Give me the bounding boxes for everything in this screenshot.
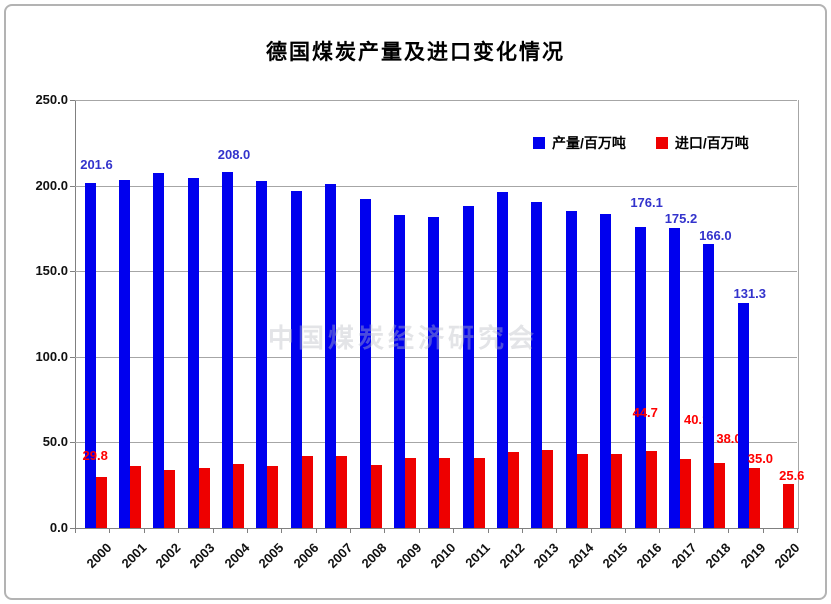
y-axis-label: 150.0 bbox=[35, 263, 68, 279]
x-axis-tick bbox=[453, 528, 455, 533]
bar-production-2008 bbox=[359, 199, 371, 528]
bar-production-2001 bbox=[118, 180, 130, 528]
legend-item-imports: 进口/百万吨 bbox=[655, 133, 749, 153]
x-axis-tick bbox=[556, 528, 558, 533]
data-label-production-2017: 175.2 bbox=[664, 211, 698, 227]
data-label-imports-2000: 29.8 bbox=[82, 447, 108, 463]
y-axis-tick bbox=[70, 442, 75, 444]
bar-imports-2013 bbox=[542, 450, 554, 528]
bar-production-2009 bbox=[393, 214, 405, 528]
bar-imports-2005 bbox=[267, 465, 279, 528]
y-axis-label: 250.0 bbox=[35, 92, 68, 107]
bar-production-2016 bbox=[634, 226, 646, 528]
bar-imports-2000 bbox=[95, 476, 107, 528]
data-label-production-2004: 208.0 bbox=[217, 146, 251, 162]
data-label-imports-2016: 44.7 bbox=[632, 405, 658, 421]
x-axis-tick bbox=[75, 528, 76, 533]
x-axis-tick bbox=[315, 528, 317, 533]
legend-item-production: 产量/百万吨 bbox=[533, 133, 626, 153]
y-axis-label: 50.0 bbox=[42, 434, 68, 450]
bar-production-2018 bbox=[703, 243, 715, 528]
bar-production-2006 bbox=[290, 190, 302, 528]
chart-title: 德国煤炭产量及进口变化情况 bbox=[266, 39, 565, 64]
y-axis-tick bbox=[70, 185, 75, 187]
x-axis-tick bbox=[728, 528, 730, 533]
bar-imports-2009 bbox=[404, 457, 416, 528]
x-axis-tick bbox=[384, 528, 386, 533]
bar-imports-2016 bbox=[645, 451, 657, 528]
bar-imports-2001 bbox=[129, 466, 141, 528]
legend: 产量/百万吨 进口/百万吨 bbox=[533, 133, 749, 153]
data-label-production-2016: 176.1 bbox=[630, 194, 663, 210]
data-label-imports-2020: 25.6 bbox=[779, 468, 805, 484]
bar-imports-2012 bbox=[508, 451, 520, 528]
data-label-production-2019: 131.3 bbox=[733, 286, 767, 302]
bar-imports-2003 bbox=[198, 468, 210, 528]
x-axis-tick bbox=[693, 528, 695, 533]
x-axis-tick bbox=[762, 528, 764, 533]
x-axis-tick bbox=[281, 528, 283, 533]
bar-imports-2015 bbox=[611, 453, 623, 528]
x-axis-tick bbox=[109, 528, 111, 533]
x-axis-tick bbox=[350, 528, 352, 533]
gridline bbox=[75, 185, 797, 187]
bar-imports-2007 bbox=[336, 456, 348, 528]
bar-imports-2004 bbox=[233, 463, 245, 528]
bar-imports-2014 bbox=[576, 453, 588, 528]
production-swatch-icon bbox=[533, 137, 545, 149]
bar-imports-2002 bbox=[164, 469, 176, 528]
x-axis-tick bbox=[143, 528, 145, 533]
data-label-imports-2019: 35.0 bbox=[747, 451, 774, 467]
x-axis-tick bbox=[590, 528, 592, 533]
y-axis-label: 0.0 bbox=[49, 520, 68, 535]
data-label-imports-2018: 38.0 bbox=[716, 430, 742, 446]
bar-imports-2017 bbox=[679, 459, 691, 528]
imports-swatch-icon bbox=[655, 137, 668, 149]
y-axis-label: 100.0 bbox=[35, 348, 68, 364]
bar-production-2005 bbox=[256, 181, 268, 528]
data-label-production-2018: 166.0 bbox=[699, 227, 732, 243]
x-axis-tick bbox=[797, 528, 798, 533]
bar-production-2013 bbox=[531, 201, 543, 528]
bar-production-2019 bbox=[737, 303, 749, 528]
bar-production-2014 bbox=[565, 211, 577, 528]
bar-imports-2006 bbox=[301, 456, 313, 528]
y-axis-label: 200.0 bbox=[35, 177, 68, 193]
x-axis-tick bbox=[487, 528, 489, 533]
legend-label-production: 产量/百万吨 bbox=[552, 135, 626, 151]
y-axis-tick bbox=[70, 100, 75, 101]
y-axis-tick bbox=[70, 528, 75, 529]
bar-imports-2020 bbox=[783, 484, 795, 528]
gridline bbox=[75, 100, 797, 101]
x-axis-tick bbox=[521, 528, 523, 533]
bar-production-2015 bbox=[600, 213, 612, 528]
bar-imports-2018 bbox=[714, 462, 726, 528]
legend-label-imports: 进口/百万吨 bbox=[674, 135, 749, 151]
bar-production-2002 bbox=[153, 172, 165, 528]
data-label-production-2000: 201.6 bbox=[80, 156, 113, 172]
bar-production-2012 bbox=[497, 192, 509, 528]
bar-production-2003 bbox=[187, 177, 199, 528]
x-axis-tick bbox=[418, 528, 420, 533]
bar-production-2007 bbox=[325, 183, 337, 528]
data-label-imports-2017: 40.1 bbox=[683, 412, 710, 428]
bar-production-2011 bbox=[462, 206, 474, 528]
x-axis-tick bbox=[246, 528, 248, 533]
x-axis-tick bbox=[178, 528, 180, 533]
bar-imports-2011 bbox=[473, 457, 485, 528]
y-axis-tick bbox=[70, 271, 75, 273]
bar-imports-2019 bbox=[748, 468, 760, 528]
plot-area bbox=[75, 100, 799, 529]
y-axis-tick bbox=[70, 356, 75, 358]
bar-production-2010 bbox=[428, 217, 440, 528]
bar-imports-2010 bbox=[439, 457, 451, 528]
x-axis-tick bbox=[212, 528, 214, 533]
bar-imports-2008 bbox=[370, 464, 382, 528]
x-axis-tick bbox=[625, 528, 627, 533]
x-axis-tick bbox=[659, 528, 661, 533]
bar-production-2000 bbox=[84, 182, 96, 528]
bar-production-2017 bbox=[668, 228, 680, 528]
bar-production-2004 bbox=[222, 171, 234, 528]
